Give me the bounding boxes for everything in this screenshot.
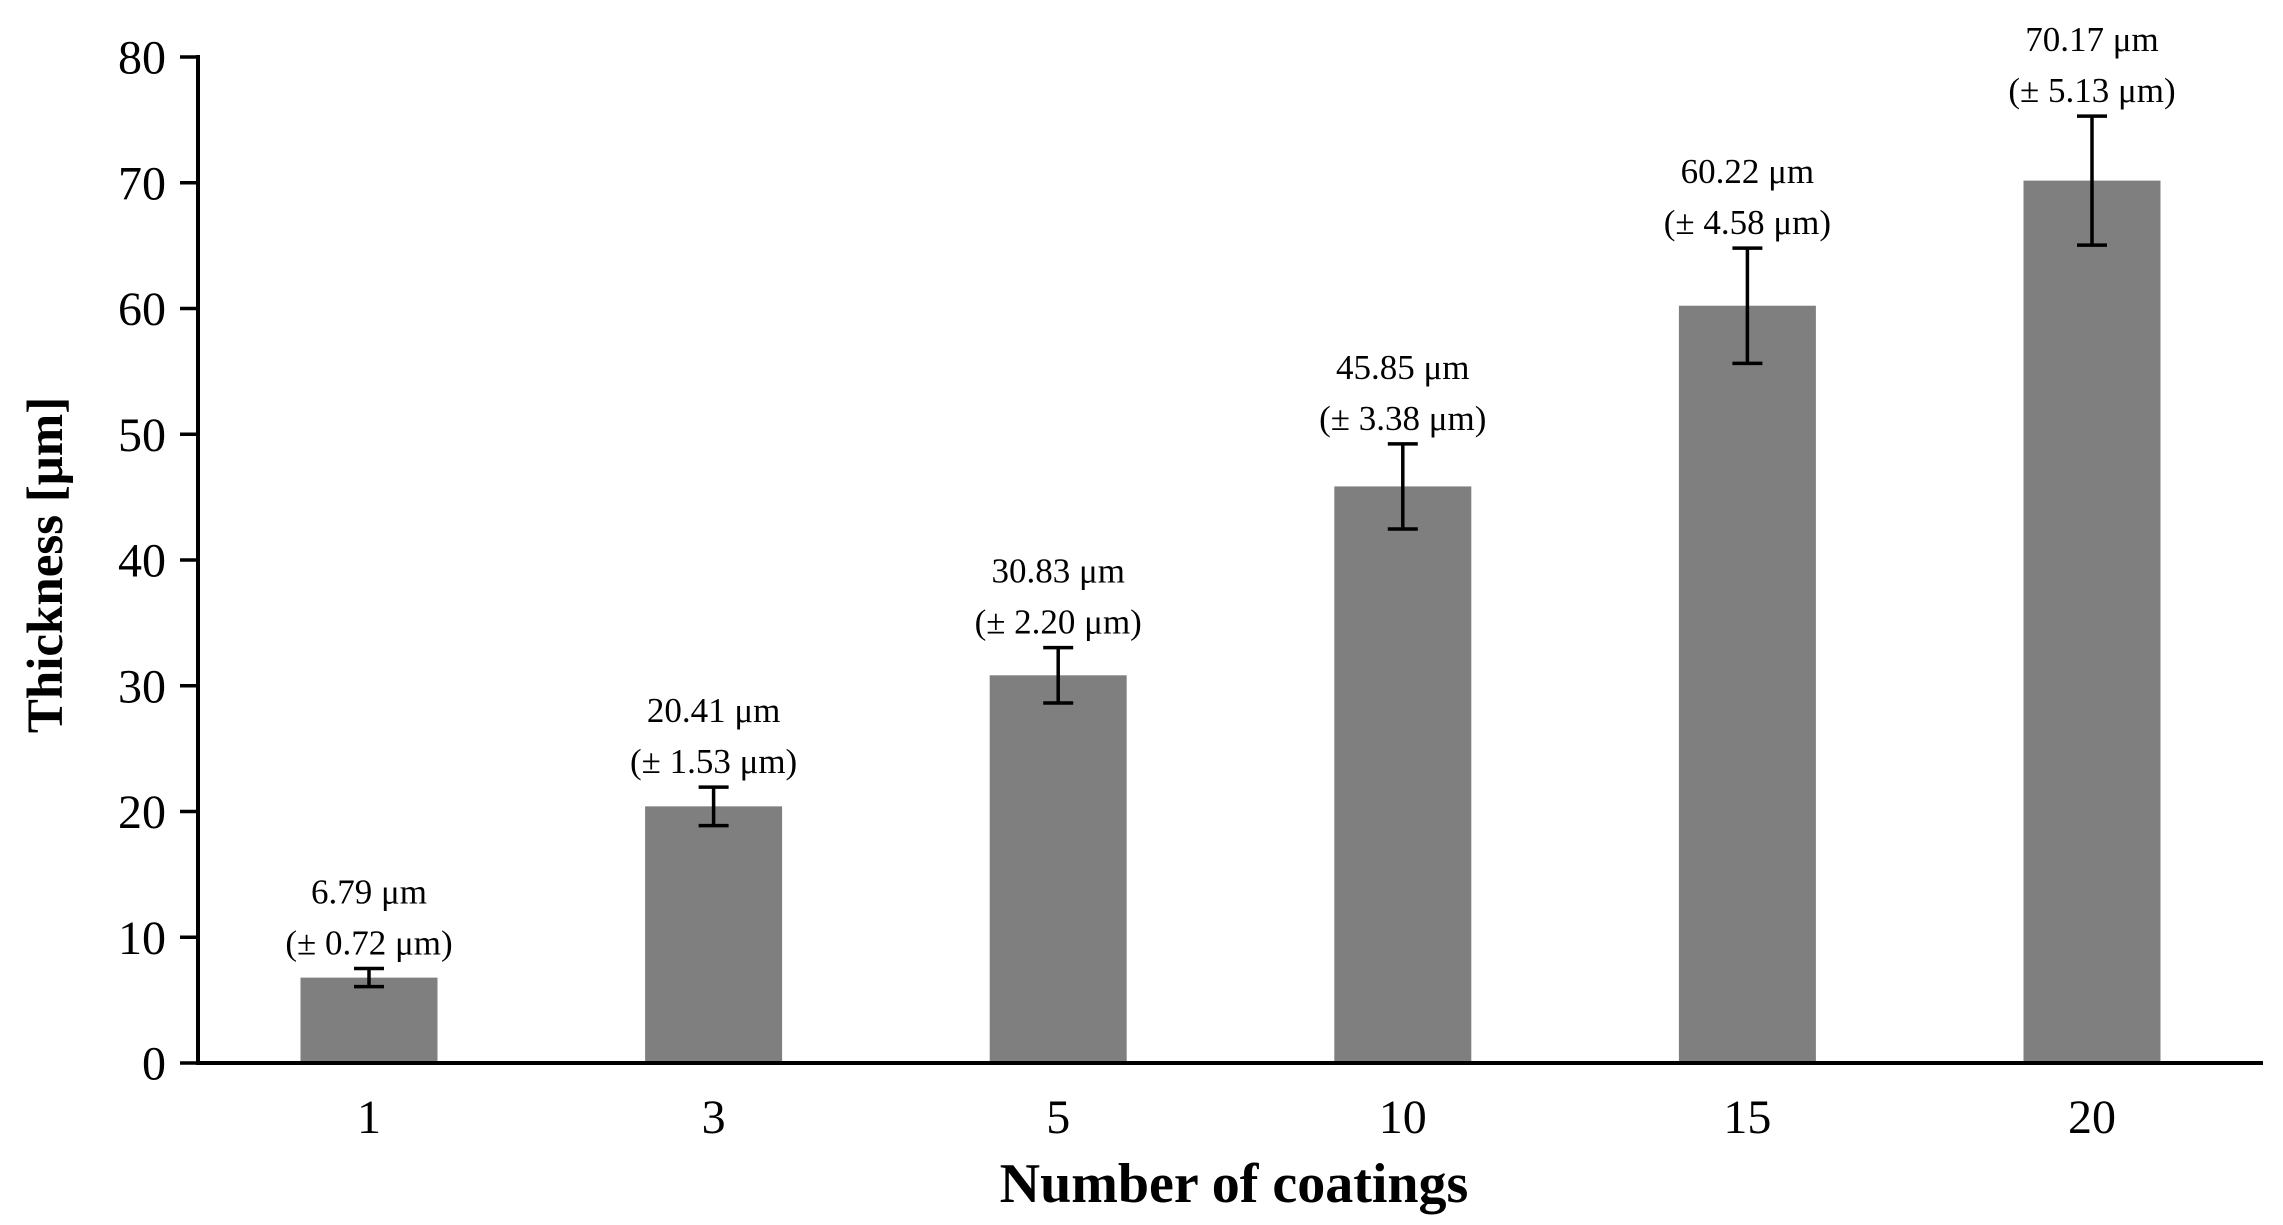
bar-error-label: (± 0.72 μm) [285, 924, 452, 963]
x-tick-label: 10 [1379, 1091, 1427, 1144]
x-tick-label: 5 [1046, 1091, 1070, 1144]
bar-error-label: (± 5.13 μm) [2008, 71, 2175, 110]
y-axis-ticks-group [180, 55, 198, 1065]
y-axis-title: Thickness [μm] [18, 397, 74, 733]
bar-value-labels-group: 6.79 μm (± 0.72 μm) 20.41 μm (± 1.53 μm) 30.… [285, 20, 2175, 962]
y-tick-label: 50 [118, 409, 166, 462]
y-tick-label: 40 [118, 535, 166, 588]
bar-value-label: 30.83 μm [991, 552, 1125, 591]
bar [989, 675, 1127, 1063]
bars-group [300, 180, 2161, 1063]
bar [645, 806, 783, 1063]
x-tick-label: 20 [2068, 1091, 2116, 1144]
bar [1334, 486, 1472, 1063]
x-tick-label: 1 [357, 1091, 381, 1144]
y-tick-label: 0 [142, 1038, 166, 1091]
x-axis-labels-group: 1 3 5 10 15 20 [357, 1091, 2116, 1144]
x-axis-title: Number of coatings [1000, 1153, 1469, 1215]
x-tick-label: 15 [1723, 1091, 1771, 1144]
y-tick-label: 70 [118, 157, 166, 210]
bar-error-label: (± 3.38 μm) [1319, 399, 1486, 438]
y-axis-labels-group: 0 10 20 30 40 50 60 70 80 [118, 32, 166, 1091]
bar-value-label: 20.41 μm [647, 691, 781, 730]
y-tick-label: 60 [118, 283, 166, 336]
bar-value-label: 70.17 μm [2025, 20, 2159, 59]
bar-value-label: 6.79 μm [311, 873, 427, 912]
error-bars-group [354, 114, 2107, 989]
bar-error-label: (± 2.20 μm) [975, 603, 1142, 642]
bar [2023, 180, 2161, 1063]
bar-error-label: (± 1.53 μm) [630, 742, 797, 781]
bar-value-label: 60.22 μm [1681, 152, 1815, 191]
x-tick-label: 3 [702, 1091, 726, 1144]
y-tick-label: 20 [118, 786, 166, 839]
bar [1678, 305, 1816, 1063]
bar [300, 977, 438, 1063]
y-tick-label: 80 [118, 32, 166, 85]
bar-value-label: 45.85 μm [1336, 348, 1470, 387]
y-tick-label: 10 [118, 912, 166, 965]
y-tick-label: 30 [118, 660, 166, 713]
bar-error-label: (± 4.58 μm) [1664, 203, 1831, 242]
